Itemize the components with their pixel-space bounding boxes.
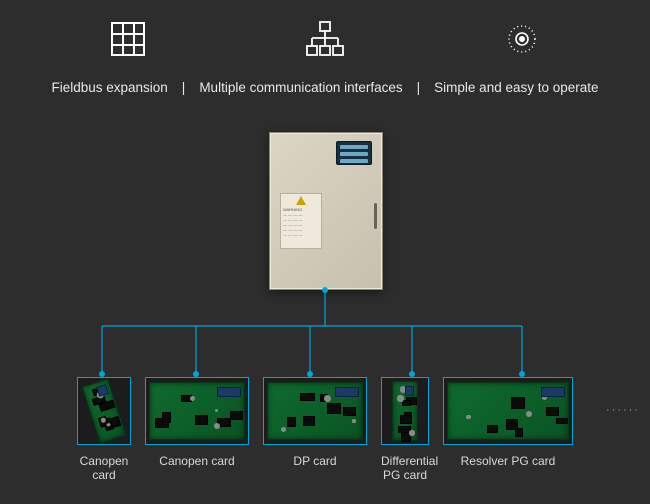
network-icon	[305, 20, 345, 58]
feature-multi-comm	[230, 20, 420, 80]
feature-label: Fieldbus expansion	[51, 80, 167, 95]
feature-label-row: Fieldbus expansion | Multiple communicat…	[0, 80, 650, 95]
grid-icon	[111, 20, 145, 58]
card-canopen1	[77, 377, 131, 445]
card-label: Canopen card	[77, 454, 131, 482]
pcb-icon	[81, 378, 126, 444]
card-label: Canopen card	[145, 454, 249, 482]
separator: |	[417, 80, 421, 95]
radial-icon	[504, 20, 540, 58]
card-label: Differential PG card	[381, 454, 429, 482]
card-resolver	[443, 377, 573, 445]
device-handle	[374, 203, 377, 229]
device-display-panel	[336, 141, 372, 165]
card-canopen2	[145, 377, 249, 445]
card-diffpg	[381, 377, 429, 445]
pcb-icon	[149, 382, 245, 440]
device-cabinet: WARNING— — — —— — — —— — — —— — — —— — —…	[269, 132, 383, 290]
card-label: DP card	[263, 454, 367, 482]
separator: |	[182, 80, 186, 95]
pcb-icon	[392, 381, 418, 441]
pcb-icon	[447, 382, 569, 440]
cards-row	[0, 377, 650, 445]
card-dp	[263, 377, 367, 445]
card-labels-row: Canopen card Canopen card DP card Different…	[0, 454, 650, 482]
warning-triangle-icon	[296, 196, 306, 205]
feature-fieldbus	[33, 20, 223, 80]
ellipsis: ······	[606, 404, 640, 416]
card-label: Resolver PG card	[443, 454, 573, 482]
feature-simple	[427, 20, 617, 80]
feature-label: Multiple communication interfaces	[199, 80, 402, 95]
feature-icon-row	[0, 0, 650, 80]
feature-label: Simple and easy to operate	[434, 80, 598, 95]
pcb-icon	[267, 382, 363, 440]
device-warning-label: WARNING— — — —— — — —— — — —— — — —— — —…	[280, 193, 322, 249]
